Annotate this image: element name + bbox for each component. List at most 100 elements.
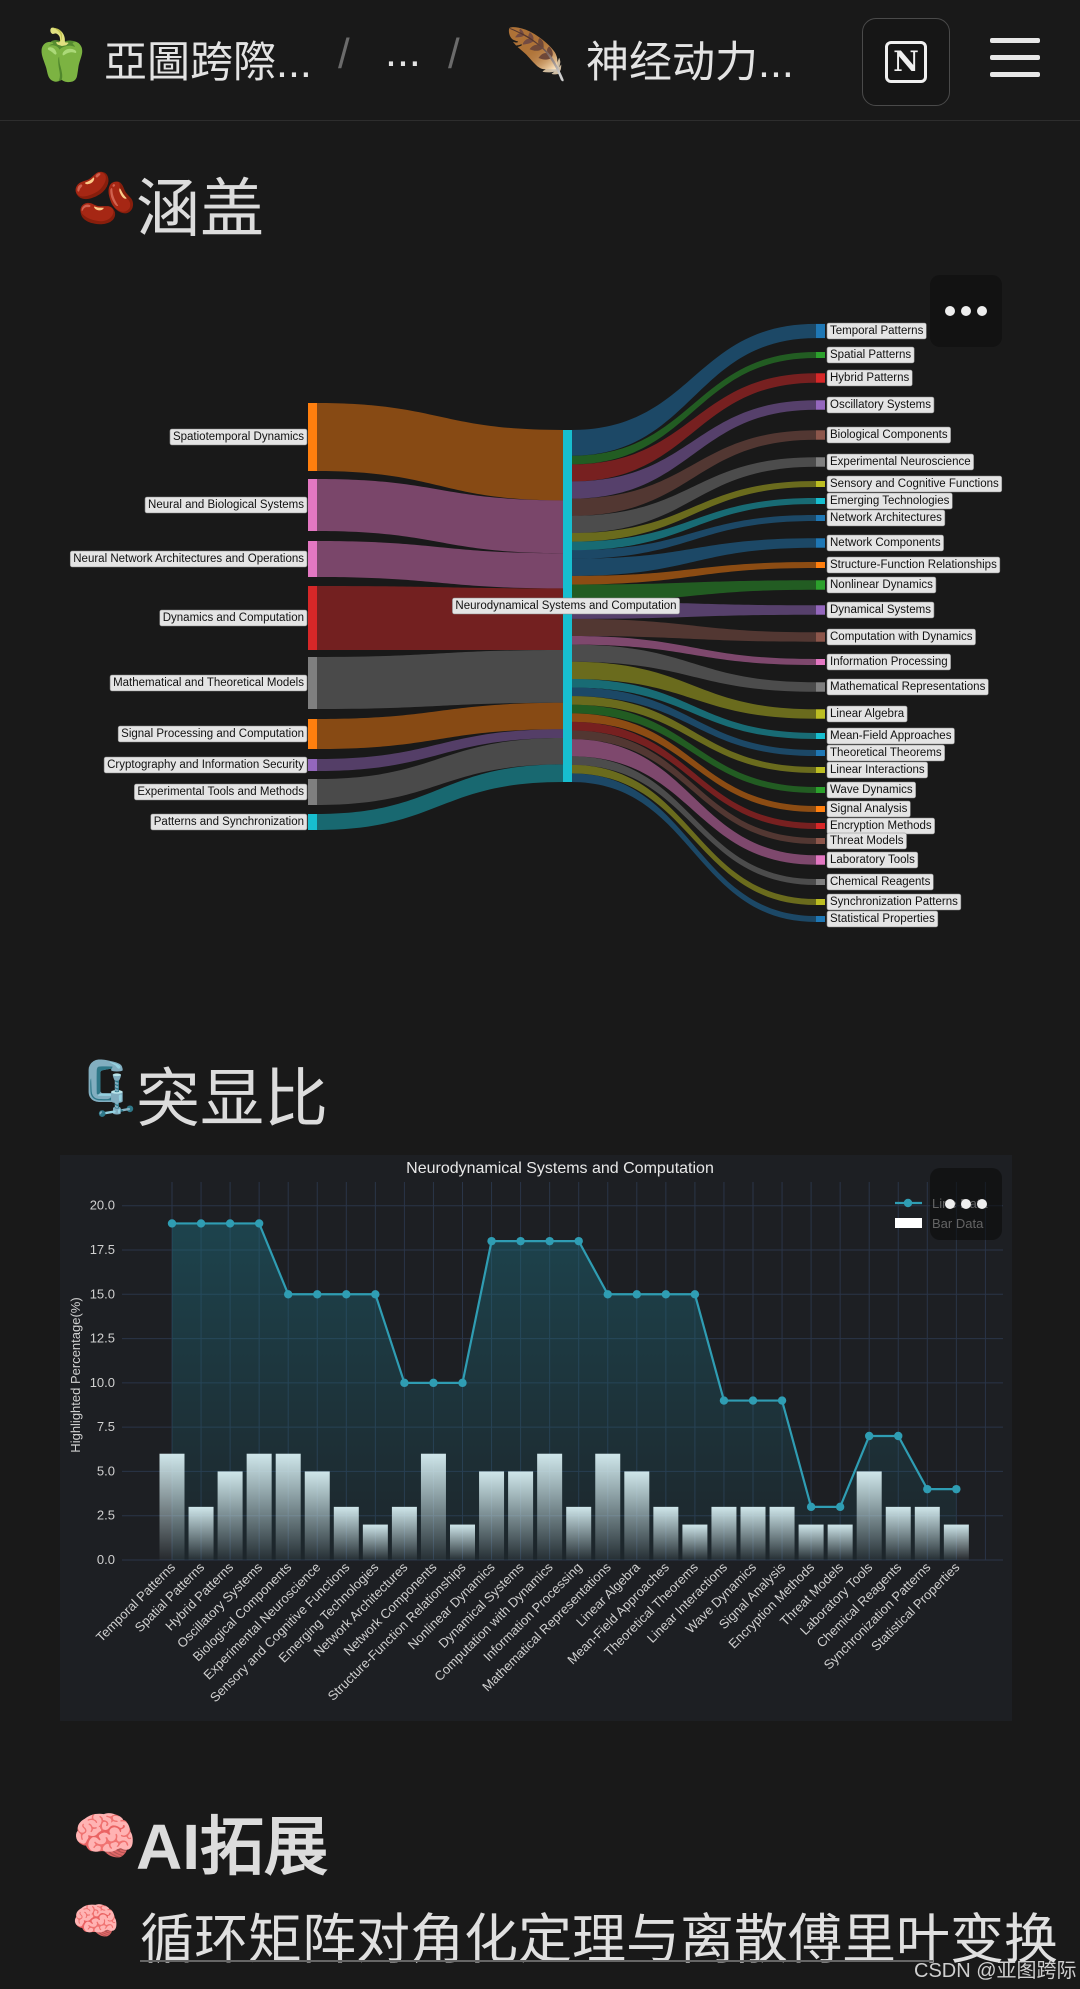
line-series <box>172 1222 957 1508</box>
workspace-emoji-icon[interactable]: 🫑 <box>30 27 93 83</box>
sankey-link <box>571 352 816 465</box>
bar <box>885 1506 911 1560</box>
sankey-target-label: Threat Models <box>826 832 907 850</box>
bar <box>362 1524 388 1560</box>
bar <box>682 1524 708 1560</box>
svg-text:Oscillatory Systems: Oscillatory Systems <box>830 399 931 411</box>
svg-text:Experimental Neuroscience: Experimental Neuroscience <box>830 456 971 468</box>
sankey-link <box>571 580 816 602</box>
more-options-button[interactable] <box>930 275 1002 347</box>
svg-text:Sensory and Cognitive Function: Sensory and Cognitive Functions <box>830 478 999 490</box>
sankey-target-label: Spatial Patterns <box>826 346 915 364</box>
line-point <box>835 1502 845 1512</box>
sankey-target-label: Theoretical Theorems <box>826 744 945 762</box>
svg-text:Spatial Patterns: Spatial Patterns <box>830 349 911 361</box>
brain-icon: 🧠 <box>72 1808 137 1866</box>
sankey-link <box>316 702 563 749</box>
section-title-ai: AI拓展 <box>136 1811 328 1883</box>
svg-text:Network Components: Network Components <box>830 537 941 549</box>
line-point <box>516 1236 525 1246</box>
y-tick-label: 0.0 <box>97 1552 115 1567</box>
svg-text:Mathematical and Theoretical M: Mathematical and Theoretical Models <box>113 677 304 689</box>
line-point <box>400 1378 409 1388</box>
sankey-node <box>816 806 825 812</box>
sankey-link <box>571 764 816 905</box>
hamburger-menu-icon[interactable] <box>990 38 1040 84</box>
sankey-node <box>816 855 825 865</box>
sankey-link <box>316 650 563 709</box>
sankey-link <box>571 373 816 482</box>
svg-text:Threat Models: Threat Models <box>830 835 904 847</box>
sankey-node <box>816 400 825 410</box>
bar <box>479 1471 505 1560</box>
sankey-node <box>816 352 825 358</box>
section-title-highlight: 突显比 <box>136 1063 328 1135</box>
sankey-link <box>571 678 816 739</box>
bar <box>537 1453 563 1560</box>
clamp-icon: 🗜️ <box>76 1060 141 1118</box>
bar <box>624 1471 650 1560</box>
sankey-node <box>816 767 825 773</box>
sankey-node <box>308 403 317 471</box>
sankey-node <box>816 916 825 922</box>
breadcrumb-page[interactable]: 神经动力... <box>586 39 794 87</box>
line-point <box>603 1290 612 1299</box>
bar <box>188 1506 214 1560</box>
sankey-node <box>308 759 317 771</box>
sankey-node <box>816 323 825 339</box>
line-point <box>284 1290 293 1299</box>
line-point <box>545 1236 554 1246</box>
bar <box>943 1524 969 1560</box>
svg-text:Signal Processing and Computat: Signal Processing and Computation <box>121 728 304 740</box>
sankey-link <box>571 498 816 551</box>
line-point <box>806 1502 816 1512</box>
line-point <box>225 1219 235 1228</box>
svg-text:Mathematical Representations: Mathematical Representations <box>830 681 986 693</box>
sankey-link <box>571 457 816 534</box>
breadcrumb-ellipsis[interactable]: ... <box>385 28 421 76</box>
more-options-button[interactable] <box>930 1168 1002 1240</box>
sankey-node <box>816 562 825 568</box>
bar <box>914 1506 940 1560</box>
line-point <box>429 1378 438 1388</box>
line-point <box>894 1431 903 1441</box>
svg-text:Signal Analysis: Signal Analysis <box>830 803 908 815</box>
svg-text:Hybrid Patterns: Hybrid Patterns <box>830 372 910 384</box>
line-point <box>371 1290 380 1299</box>
sankey-target-label: Statistical Properties <box>826 910 939 928</box>
sankey-link <box>571 323 816 456</box>
svg-text:Wave Dynamics: Wave Dynamics <box>830 784 913 796</box>
notion-app-button[interactable]: N <box>862 18 950 106</box>
bean-icon: 🫘 <box>72 170 137 228</box>
line-point <box>748 1396 758 1405</box>
line-point <box>254 1219 264 1228</box>
sankey-node <box>816 373 825 383</box>
breadcrumb-workspace[interactable]: 亞圖跨際... <box>104 39 312 87</box>
sankey-target-label: Oscillatory Systems <box>826 396 935 414</box>
sankey-link <box>316 541 563 589</box>
svg-text:Mean-Field Approaches: Mean-Field Approaches <box>830 730 952 742</box>
sankey-target-label: Linear Algebra <box>826 705 908 723</box>
brain-icon: 🧠 <box>72 1901 120 1943</box>
svg-text:Temporal Patterns: Temporal Patterns <box>830 325 924 337</box>
svg-text:Linear Interactions: Linear Interactions <box>830 764 925 776</box>
sankey-node <box>816 538 825 548</box>
sankey-link <box>571 696 816 773</box>
svg-text:Information Processing: Information Processing <box>830 656 948 668</box>
sankey-link <box>316 403 563 501</box>
svg-text:Dynamics and Computation: Dynamics and Computation <box>163 612 304 624</box>
svg-text:Spatiotemporal Dynamics: Spatiotemporal Dynamics <box>173 431 304 443</box>
sankey-source-label: Spatiotemporal Dynamics <box>169 428 308 446</box>
sankey-node <box>816 659 825 665</box>
svg-text:Patterns and Synchronization: Patterns and Synchronization <box>154 816 304 828</box>
page-emoji-icon[interactable]: 🪶 <box>505 27 568 83</box>
svg-text:Statistical Properties: Statistical Properties <box>830 913 935 925</box>
sankey-target-label: Synchronization Patterns <box>826 893 962 911</box>
bar <box>566 1506 592 1560</box>
section-title-coverage: 涵盖 <box>136 173 264 245</box>
watermark: CSDN @亚图跨际 <box>914 1960 1077 1982</box>
y-tick-label: 5.0 <box>97 1463 115 1478</box>
sankey-target-label: Network Architectures <box>826 509 946 527</box>
sankey-target-label: Chemical Reagents <box>826 873 934 891</box>
svg-text:Biological Components: Biological Components <box>830 429 948 441</box>
